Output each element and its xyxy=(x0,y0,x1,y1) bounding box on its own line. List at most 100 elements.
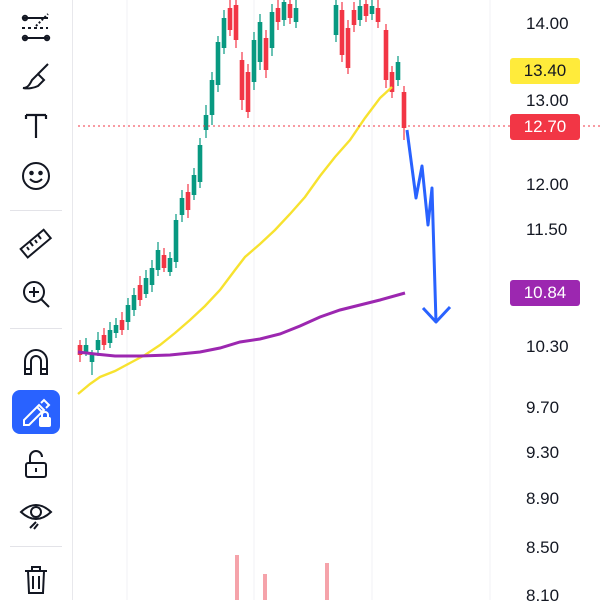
toolbar-separator xyxy=(10,546,62,547)
trendline-icon xyxy=(21,13,51,42)
candle-body xyxy=(101,335,107,345)
brush-tool[interactable] xyxy=(12,54,60,98)
candle-body xyxy=(161,255,167,268)
candle-body xyxy=(137,285,143,300)
ma-fast-line xyxy=(77,86,393,395)
measure-tool[interactable] xyxy=(12,222,60,266)
candle-body xyxy=(197,145,203,182)
price-tick: 11.50 xyxy=(526,220,568,239)
candle-body xyxy=(351,10,357,25)
candle-body xyxy=(357,6,363,20)
candle-body xyxy=(77,345,83,355)
price-tick: 8.10 xyxy=(526,586,560,605)
candle-body xyxy=(383,30,389,80)
projection-arrow xyxy=(405,129,438,323)
candle-body xyxy=(143,278,149,294)
candle-body xyxy=(375,8,381,22)
unlock-icon xyxy=(25,450,47,478)
price-chart[interactable] xyxy=(72,0,600,600)
candle-body xyxy=(107,330,113,343)
toolbar-separator xyxy=(10,210,62,211)
candle-body xyxy=(389,72,395,92)
trash-icon xyxy=(25,566,47,594)
lock-all-tool[interactable] xyxy=(12,442,60,486)
candle-body xyxy=(185,192,191,210)
candle-body xyxy=(363,4,369,16)
candle-body xyxy=(209,80,215,115)
chart-grid xyxy=(126,0,491,600)
ma-slow-price-label: 10.84 xyxy=(510,280,580,306)
lock-drawings-tool[interactable] xyxy=(12,390,60,434)
candle-body xyxy=(203,115,209,130)
candle-body xyxy=(245,72,251,112)
candle-body xyxy=(227,8,233,30)
magnet-tool[interactable] xyxy=(12,340,60,384)
brush-icon xyxy=(22,63,49,90)
price-tick: 10.30 xyxy=(526,337,569,356)
price-tick: 12.00 xyxy=(526,175,569,194)
pencil-lock-icon xyxy=(23,398,51,427)
zoom-in-icon xyxy=(23,281,50,308)
candle-body xyxy=(149,268,155,285)
candle-body xyxy=(275,8,281,22)
candle-body xyxy=(89,355,95,362)
ruler-icon xyxy=(19,228,53,259)
candle-body xyxy=(179,198,185,215)
price-tick: 9.70 xyxy=(526,398,560,417)
candle-body xyxy=(263,38,269,70)
candle-body xyxy=(239,60,245,100)
drawing-toolbar xyxy=(0,0,73,600)
candle-body xyxy=(167,258,173,272)
toolbar-separator xyxy=(10,328,62,329)
price-tick: 13.00 xyxy=(526,91,569,110)
candle-body xyxy=(125,305,131,322)
volume-bar xyxy=(325,563,329,600)
zoom-tool[interactable] xyxy=(12,272,60,316)
price-tick: 9.30 xyxy=(526,443,560,462)
candle-body xyxy=(95,340,101,350)
candle-body xyxy=(369,6,375,14)
price-axis[interactable]: 14.00 13.00 12.00 11.50 10.30 9.70 9.30 … xyxy=(500,0,600,605)
candle-body xyxy=(333,5,339,35)
ma-slow-line xyxy=(77,291,406,358)
hide-drawings-tool[interactable] xyxy=(12,492,60,536)
candle-body xyxy=(287,4,293,18)
candle-body xyxy=(191,175,197,195)
candle-body xyxy=(251,40,257,82)
candle-body xyxy=(215,42,221,85)
volume-bar xyxy=(235,555,239,600)
candle-body xyxy=(173,220,179,262)
candle-body xyxy=(233,5,239,40)
price-tick: 14.00 xyxy=(526,14,569,33)
smiley-icon xyxy=(22,162,50,190)
candle-body xyxy=(281,2,287,20)
candle-body xyxy=(339,10,345,55)
magnet-icon xyxy=(24,349,48,375)
text-icon xyxy=(24,113,48,138)
candle-body xyxy=(155,250,161,270)
ma-fast-price-label: 13.40 xyxy=(510,58,580,84)
candlesticks xyxy=(77,0,407,375)
text-tool[interactable] xyxy=(12,104,60,148)
candle-body xyxy=(113,325,119,333)
candle-body xyxy=(221,18,227,48)
emoji-tool[interactable] xyxy=(12,154,60,198)
delete-tool[interactable] xyxy=(12,558,60,602)
eye-icon xyxy=(19,504,53,530)
candle-body xyxy=(401,92,407,128)
projection-arrow-head xyxy=(421,305,452,324)
candle-body xyxy=(119,320,125,330)
candle-body xyxy=(395,62,401,80)
trend-line-tool[interactable] xyxy=(12,6,60,50)
candle-body xyxy=(257,22,263,62)
price-tick: 8.50 xyxy=(526,538,560,557)
last-price-label: 12.70 xyxy=(510,114,580,140)
price-tick: 8.90 xyxy=(526,489,560,508)
candle-body xyxy=(345,28,351,68)
candle-body xyxy=(131,295,137,310)
candle-body xyxy=(269,12,275,48)
volume-bars xyxy=(235,555,329,600)
candle-body xyxy=(83,345,89,352)
volume-bar xyxy=(263,574,267,600)
candle-body xyxy=(293,8,299,22)
